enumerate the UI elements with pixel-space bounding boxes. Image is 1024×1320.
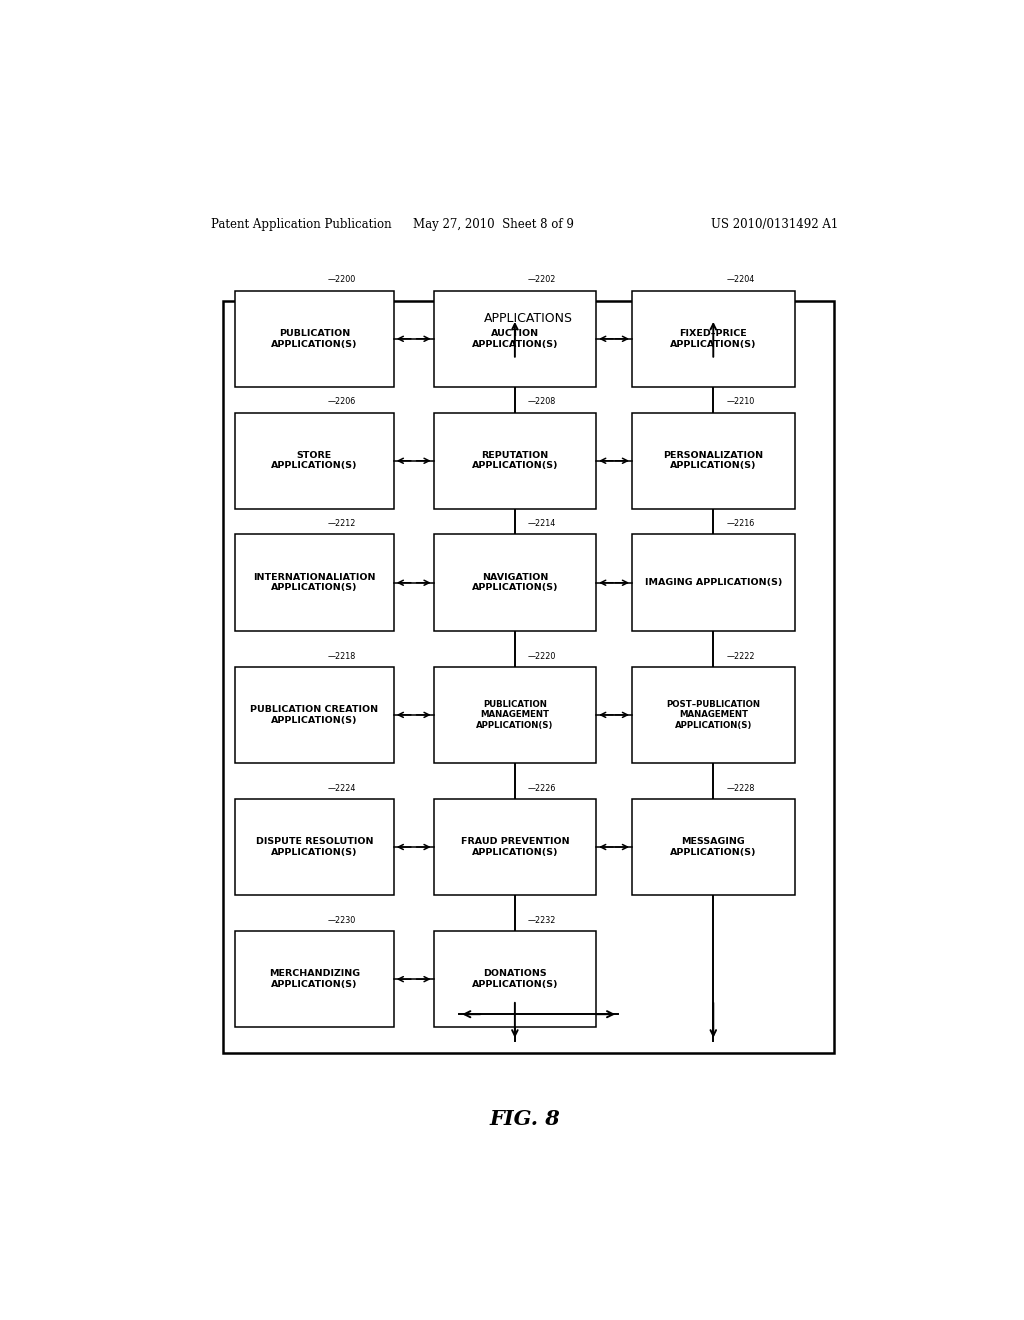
Text: APPLICATIONS: APPLICATIONS: [484, 313, 573, 326]
Text: —2208: —2208: [528, 397, 556, 407]
Text: PUBLICATION CREATION
APPLICATION(S): PUBLICATION CREATION APPLICATION(S): [251, 705, 379, 725]
Bar: [433, 931, 596, 1027]
Text: PUBLICATION
MANAGEMENT
APPLICATION(S): PUBLICATION MANAGEMENT APPLICATION(S): [476, 700, 554, 730]
Bar: [632, 412, 795, 510]
Text: DONATIONS
APPLICATION(S): DONATIONS APPLICATION(S): [472, 969, 558, 989]
Bar: [433, 412, 596, 510]
Text: POST–PUBLICATION
MANAGEMENT
APPLICATION(S): POST–PUBLICATION MANAGEMENT APPLICATION(…: [667, 700, 760, 730]
Text: May 27, 2010  Sheet 8 of 9: May 27, 2010 Sheet 8 of 9: [413, 218, 573, 231]
Bar: [632, 667, 795, 763]
Bar: [236, 931, 394, 1027]
Bar: [236, 290, 394, 387]
Text: —2200: —2200: [328, 276, 355, 284]
Bar: [433, 535, 596, 631]
Text: —2214: —2214: [528, 519, 556, 528]
Text: INTERNATIONALIATION
APPLICATION(S): INTERNATIONALIATION APPLICATION(S): [253, 573, 376, 593]
Text: —2204: —2204: [726, 276, 755, 284]
Bar: [236, 799, 394, 895]
Text: US 2010/0131492 A1: US 2010/0131492 A1: [711, 218, 839, 231]
Text: —2202: —2202: [528, 276, 556, 284]
Bar: [236, 667, 394, 763]
Bar: [236, 535, 394, 631]
Text: —2232: —2232: [528, 916, 556, 925]
Text: IMAGING APPLICATION(S): IMAGING APPLICATION(S): [644, 578, 782, 587]
Text: —2206: —2206: [328, 397, 355, 407]
Text: —2222: —2222: [726, 652, 755, 660]
Text: Patent Application Publication: Patent Application Publication: [211, 218, 392, 231]
Text: MESSAGING
APPLICATION(S): MESSAGING APPLICATION(S): [670, 837, 757, 857]
Text: NAVIGATION
APPLICATION(S): NAVIGATION APPLICATION(S): [472, 573, 558, 593]
Text: —2212: —2212: [328, 519, 355, 528]
Text: FIG. 8: FIG. 8: [489, 1109, 560, 1129]
Text: —2230: —2230: [328, 916, 355, 925]
Text: —2220: —2220: [528, 652, 556, 660]
Bar: [433, 290, 596, 387]
Bar: [632, 535, 795, 631]
Text: —2224: —2224: [328, 784, 355, 792]
Text: REPUTATION
APPLICATION(S): REPUTATION APPLICATION(S): [472, 451, 558, 470]
Text: —2226: —2226: [528, 784, 556, 792]
Bar: [433, 799, 596, 895]
Bar: [433, 667, 596, 763]
Text: STORE
APPLICATION(S): STORE APPLICATION(S): [271, 451, 357, 470]
Text: FIXED–PRICE
APPLICATION(S): FIXED–PRICE APPLICATION(S): [670, 329, 757, 348]
Text: —2216: —2216: [726, 519, 755, 528]
Bar: [632, 799, 795, 895]
Text: —2210: —2210: [726, 397, 755, 407]
Text: AUCTION
APPLICATION(S): AUCTION APPLICATION(S): [472, 329, 558, 348]
Text: —2228: —2228: [726, 784, 755, 792]
Text: DISPUTE RESOLUTION
APPLICATION(S): DISPUTE RESOLUTION APPLICATION(S): [256, 837, 373, 857]
Text: FRAUD PREVENTION
APPLICATION(S): FRAUD PREVENTION APPLICATION(S): [461, 837, 569, 857]
Text: —2218: —2218: [328, 652, 355, 660]
Bar: [223, 301, 835, 1053]
Text: PUBLICATION
APPLICATION(S): PUBLICATION APPLICATION(S): [271, 329, 357, 348]
Text: MERCHANDIZING
APPLICATION(S): MERCHANDIZING APPLICATION(S): [269, 969, 360, 989]
Text: PERSONALIZATION
APPLICATION(S): PERSONALIZATION APPLICATION(S): [664, 451, 763, 470]
Bar: [236, 412, 394, 510]
Bar: [632, 290, 795, 387]
